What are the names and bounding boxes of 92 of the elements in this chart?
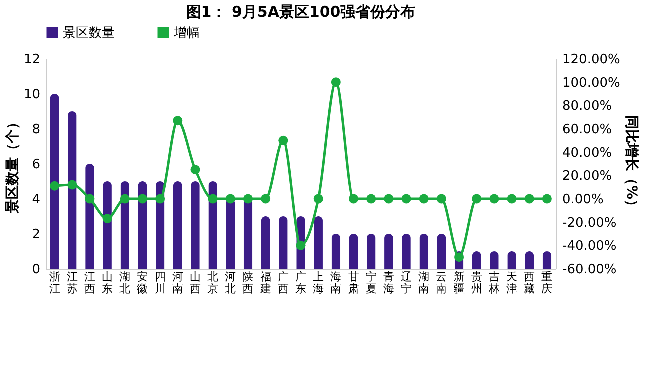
x-tick-label: 重庆 [542, 270, 553, 296]
x-tick-label: 江西 [84, 270, 96, 296]
point [50, 181, 60, 191]
point [384, 194, 394, 204]
x-tick-label: 河北 [225, 270, 236, 296]
point [156, 194, 166, 204]
y2-tick-label: 40.00% [562, 146, 612, 161]
y-tick-label: 10 [24, 88, 40, 102]
bar [261, 216, 270, 269]
x-tick-label: 江苏 [66, 270, 78, 296]
point [402, 194, 412, 204]
y2-tick-label: 100.00% [562, 76, 620, 91]
y-tick-label: 12 [24, 52, 40, 68]
x-tick-label: 天津 [506, 270, 518, 296]
point [226, 194, 236, 204]
y2-axis-title: 同比增长（%） [623, 115, 640, 214]
x-tick-label: 云南 [436, 270, 448, 296]
point [472, 194, 482, 204]
point [314, 194, 324, 204]
point [244, 194, 253, 204]
bar [68, 112, 77, 269]
bar [332, 234, 341, 269]
point [68, 180, 78, 190]
y2-tick-label: 120.00% [562, 52, 620, 68]
y2-tick-label: 20.00% [562, 169, 612, 184]
x-tick-label: 浙江 [49, 270, 60, 296]
bar [174, 182, 182, 269]
y2-tick-label: 80.00% [562, 99, 612, 114]
point [542, 194, 552, 204]
x-tick-label: 湖北 [120, 270, 131, 296]
point [173, 116, 183, 126]
x-tick-label: 青海 [383, 270, 394, 296]
x-tick-label: 四川 [154, 270, 166, 296]
y-tick-label: 2 [32, 228, 40, 242]
y2-tick-label: -20.00% [562, 216, 617, 231]
x-tick-label: 海南 [330, 270, 342, 296]
point [349, 194, 358, 204]
bar [349, 234, 358, 269]
bar [366, 234, 376, 269]
point [296, 240, 306, 250]
point [138, 194, 148, 204]
point [85, 194, 95, 204]
point [208, 194, 218, 204]
x-tick-label: 上海 [313, 270, 324, 296]
x-tick-label: 吉林 [488, 270, 500, 296]
x-tick-label: 山东 [102, 270, 114, 296]
point [278, 136, 288, 146]
x-tick-label: 河南 [172, 270, 184, 296]
x-tick-label: 广东 [296, 270, 306, 296]
x-tick-label: 甘肃 [348, 270, 360, 296]
bar [244, 199, 253, 269]
x-tick-label: 福建 [259, 270, 272, 296]
x-tick-label: 贵州 [471, 270, 482, 296]
bar [420, 234, 428, 269]
y2-tick-label: -40.00% [562, 239, 617, 254]
bar [542, 252, 552, 269]
x-tick-label: 山西 [190, 270, 201, 296]
x-tick-label: 湖南 [418, 270, 430, 296]
y-tick-label: 8 [32, 122, 40, 138]
point [436, 194, 446, 204]
point [419, 194, 429, 204]
x-tick-label: 广西 [278, 270, 289, 296]
bar [191, 182, 200, 269]
point [120, 194, 130, 204]
legend-label: 增幅 [173, 26, 200, 41]
bar [437, 234, 446, 269]
y2-tick-label: -60.00% [562, 262, 617, 278]
point [261, 194, 271, 204]
y-tick-label: 6 [32, 158, 40, 172]
point [102, 214, 112, 224]
point [331, 78, 341, 88]
point [524, 194, 534, 204]
x-tick-label: 安徽 [137, 270, 148, 296]
y2-tick-label: 0.00% [562, 192, 604, 208]
bar [50, 94, 60, 269]
y-tick-label: 4 [32, 192, 40, 208]
point [454, 252, 464, 262]
x-tick-label: 新疆 [454, 270, 465, 296]
x-tick-label: 陕西 [242, 270, 254, 296]
y2-tick-label: 60.00% [562, 122, 612, 138]
y-axis-title: 景区数量（个） [4, 116, 21, 214]
y-tick-label: 0 [32, 262, 40, 278]
point [366, 194, 376, 204]
x-tick-label: 北京 [208, 270, 219, 296]
x-tick-label: 宁夏 [366, 270, 377, 296]
point [507, 194, 517, 204]
point [190, 165, 200, 175]
legend-label: 景区数量 [63, 26, 115, 41]
x-tick-label: 辽宁 [401, 270, 412, 296]
x-tick-label: 西藏 [524, 270, 536, 296]
chart-title: 图1： 9月5A景区100强省份分布 [186, 3, 416, 21]
point [490, 194, 500, 204]
